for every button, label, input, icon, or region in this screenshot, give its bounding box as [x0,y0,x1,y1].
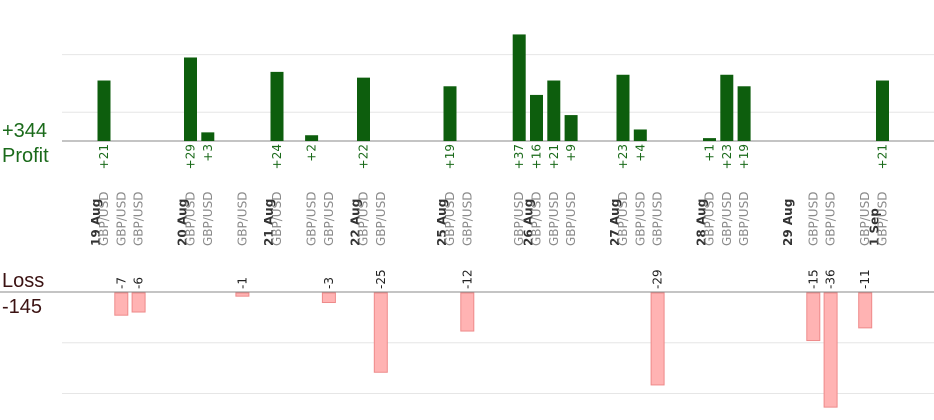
profit-total: +344 [2,120,48,142]
profit-bar [564,115,578,141]
trade-pair-label: GBP/USD [858,192,872,246]
profit-label: Profit [2,145,49,167]
profit-value-label: +21 [547,144,561,169]
profit-value-label: +16 [530,144,544,169]
loss-bar [460,292,475,332]
loss-total: -145 [2,296,43,318]
date-label: 22 Aug [349,199,363,246]
trade-pair-label: GBP/USD [564,192,578,246]
trade-pair-label: GBP/USD [460,192,474,246]
loss-value-label: -25 [374,269,388,289]
trade-pair-label: GBP/USD [322,192,336,246]
profit-value-label: +19 [443,144,457,169]
trade-pair-label: GBP/USD [530,192,544,246]
loss-value-label: -12 [460,269,474,289]
date-label: 27 Aug [608,199,622,246]
loss-bar [373,292,388,373]
loss-value-label: -36 [824,269,838,289]
trade-pair-label: GBP/USD [305,192,319,246]
profit-bar [530,94,543,141]
loss-bar [235,292,250,297]
loss-label: Loss [2,270,45,292]
trade-pair-label: GBP/USD [720,192,734,246]
profit-value-label: +23 [616,144,630,169]
trade-pair-label: GBP/USD [235,192,249,246]
date-label: 21 Aug [262,199,276,246]
profit-bar [512,34,526,141]
trade-pair-label: GBP/USD [184,192,198,246]
profit-bar [737,86,751,141]
date-label: 26 Aug [522,199,536,246]
loss-value-label: -1 [235,277,249,289]
trade-pair-label: GBP/USD [633,192,647,246]
trade-pair-label: GBP/USD [616,192,630,246]
profit-value-label: +21 [876,144,890,169]
trade-pair-label: GBP/USD [876,192,890,246]
trade-pair-label: GBP/USD [201,192,215,246]
profit-bar [547,80,561,141]
trade-pair-label: GBP/USD [114,192,128,246]
loss-bar [823,292,838,408]
trade-pair-label: GBP/USD [443,192,457,246]
date-label: 19 Aug [89,199,103,246]
trade-pair-label: GBP/USD [270,192,284,246]
profit-bar [703,138,716,141]
profit-bar [876,80,889,141]
profit-bar [443,86,457,141]
loss-value-label: -3 [322,277,336,289]
loss-value-label: -29 [651,269,665,289]
trade-pair-label: GBP/USD [357,192,371,246]
profit-value-label: +4 [633,144,647,162]
loss-bar [321,292,336,304]
profit-value-label: +9 [564,144,578,162]
profit-bar [201,132,215,141]
profit-value-label: +19 [737,144,751,169]
trade-pair-label: GBP/USD [132,192,146,246]
profit-bar [633,129,647,141]
profit-bar [616,74,630,141]
profit-value-label: +23 [720,144,734,169]
trade-pair-label: GBP/USD [374,192,388,246]
profit-bar [305,135,319,141]
profit-value-label: +1 [703,144,717,162]
profit-value-label: +37 [512,144,526,169]
trade-pair-label: GBP/USD [824,192,838,246]
loss-value-label: -6 [132,277,146,289]
date-label: 1 Sep [868,208,882,246]
trade-pair-label: GBP/USD [512,192,526,246]
profit-bar [357,77,370,141]
loss-value-label: -11 [858,269,872,289]
profit-bar [720,74,734,141]
loss-value-label: -7 [114,277,128,289]
date-label: 20 Aug [176,199,190,246]
loss-bar [858,292,873,329]
trade-pair-label: GBP/USD [547,192,561,246]
trade-pair-label: GBP/USD [97,192,111,246]
profit-value-label: +21 [97,144,111,169]
profit-bar [184,57,197,142]
trade-pair-label: GBP/USD [703,192,717,246]
loss-bar [650,292,665,386]
profit-value-label: +24 [270,144,284,169]
date-label: 28 Aug [695,199,709,246]
profit-value-label: +3 [201,144,215,162]
profit-value-label: +29 [184,144,198,169]
trade-pair-label: GBP/USD [806,192,820,246]
loss-bar [131,292,146,313]
profit-value-label: +22 [357,144,371,169]
loss-value-label: -15 [806,269,820,289]
trade-pair-label: GBP/USD [737,192,751,246]
profit-value-label: +2 [305,144,319,162]
loss-bar [114,292,129,316]
profit-bar [270,71,284,141]
date-label: 29 Aug [781,199,795,246]
trade-pair-label: GBP/USD [651,192,665,246]
date-label: 25 Aug [435,199,449,246]
profit-bar [97,80,111,141]
loss-bar [806,292,821,342]
